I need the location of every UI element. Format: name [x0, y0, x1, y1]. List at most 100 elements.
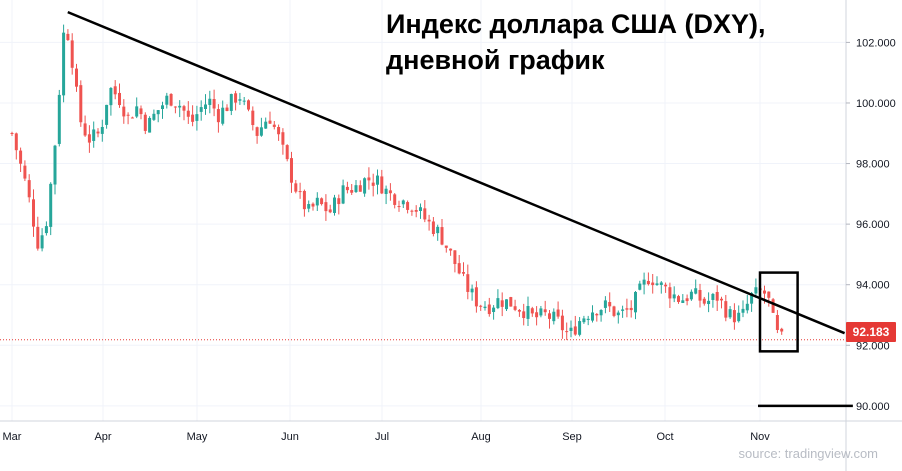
candle-down — [27, 180, 31, 198]
candle-up — [539, 308, 543, 316]
candle-down — [367, 177, 371, 181]
candle-up — [526, 306, 530, 319]
candle-down — [677, 296, 680, 302]
candle-up — [419, 207, 422, 211]
candle-up — [229, 94, 233, 111]
candle-down — [487, 304, 491, 315]
candle-down — [651, 282, 655, 286]
candle-down — [255, 127, 259, 136]
candle-down — [324, 202, 328, 212]
candle-down — [763, 290, 766, 294]
candle-up — [109, 87, 113, 106]
candle-up — [315, 197, 319, 206]
candle-up — [586, 318, 590, 320]
x-tick-label: May — [187, 431, 208, 443]
candle-up — [745, 303, 749, 311]
candle-down — [36, 226, 40, 249]
candle-down — [423, 208, 427, 220]
candle-down — [294, 183, 298, 192]
candle-up — [694, 288, 698, 294]
candle-down — [118, 92, 121, 106]
candle-up — [707, 300, 711, 305]
candle-down — [444, 245, 448, 248]
candle-up — [105, 104, 109, 125]
candle-down — [565, 331, 569, 333]
candle-down — [393, 194, 397, 205]
candle-down — [247, 100, 250, 110]
candle-up — [401, 200, 405, 205]
chart-title: Индекс доллара США (DXY), дневной график — [386, 6, 765, 78]
y-tick-label: 100.000 — [856, 98, 896, 110]
candle-up — [569, 327, 573, 331]
candle-down — [19, 150, 23, 164]
candle-up — [242, 100, 246, 102]
candle-down — [715, 292, 719, 301]
chart-title-line1: Индекс доллара США (DXY), — [386, 9, 766, 39]
x-tick-label: Jun — [281, 431, 299, 443]
candle-down — [122, 106, 126, 117]
candle-down — [113, 86, 117, 95]
candle-up — [363, 178, 367, 194]
candle-up — [689, 291, 693, 300]
candle-down — [186, 110, 190, 117]
candle-down — [272, 124, 276, 127]
candle-up — [57, 94, 61, 144]
candle-up — [195, 114, 199, 121]
candle-down — [320, 198, 324, 205]
candle-down — [732, 310, 736, 323]
candle-up — [754, 287, 758, 294]
candle-down — [513, 306, 517, 310]
candle-up — [634, 291, 637, 313]
y-tick-label: 96.000 — [856, 219, 890, 231]
candle-down — [543, 309, 547, 313]
candle-down — [277, 127, 281, 135]
candle-up — [642, 279, 646, 285]
candle-up — [92, 129, 96, 141]
y-tick-label: 92.000 — [856, 340, 890, 352]
candle-up — [238, 99, 242, 101]
candle-down — [535, 312, 539, 318]
candle-down — [66, 33, 70, 41]
candle-up — [681, 300, 685, 303]
candle-down — [462, 272, 465, 274]
candle-up — [40, 235, 44, 249]
candle-down — [509, 297, 513, 307]
candle-down — [479, 305, 483, 307]
candle-up — [591, 312, 594, 321]
candle-up — [621, 309, 625, 311]
candle-up — [483, 306, 487, 309]
candle-down — [775, 315, 779, 330]
candle-up — [53, 145, 57, 185]
candle-down — [698, 289, 702, 301]
candle-down — [212, 99, 216, 109]
candle-down — [23, 165, 27, 179]
candle-up — [221, 107, 225, 124]
candle-down — [724, 301, 728, 318]
candle-down — [500, 300, 504, 307]
source-label: source: tradingview.com — [738, 446, 878, 461]
y-tick-label: 98.000 — [856, 159, 890, 171]
candle-up — [199, 107, 203, 112]
x-tick-label: Aug — [471, 431, 491, 443]
candle-down — [285, 145, 289, 160]
candle-up — [148, 117, 152, 133]
candle-down — [560, 315, 564, 331]
candle-down — [281, 132, 285, 145]
candle-up — [638, 283, 642, 290]
candle-up — [737, 312, 741, 322]
candle-up — [616, 312, 620, 316]
candle-down — [350, 190, 354, 193]
candle-down — [474, 287, 478, 307]
y-tick-label: 102.000 — [856, 37, 896, 49]
highlight-box — [758, 271, 799, 353]
candle-down — [646, 280, 650, 285]
candle-down — [664, 284, 668, 287]
candle-up — [165, 95, 169, 105]
candle-down — [234, 93, 238, 103]
candle-up — [156, 110, 160, 115]
candle-down — [767, 291, 771, 298]
candle-down — [530, 308, 534, 314]
candle-down — [191, 114, 195, 122]
candle-down — [32, 199, 35, 227]
